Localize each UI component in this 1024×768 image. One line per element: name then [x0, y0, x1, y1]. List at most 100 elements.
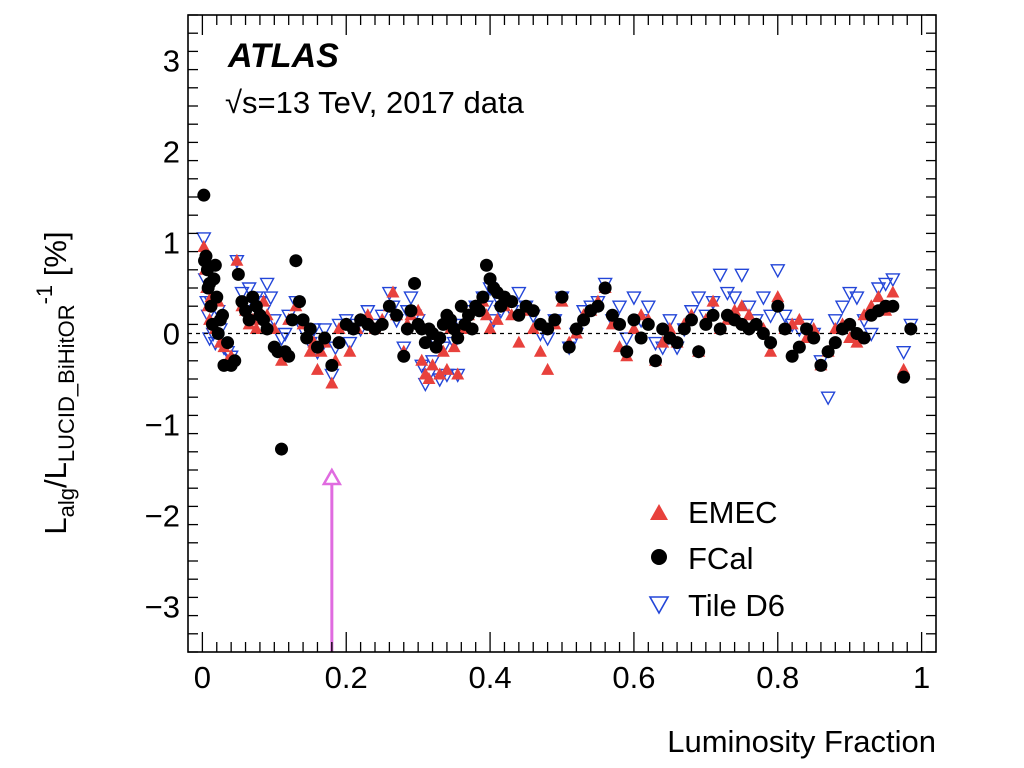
fcal-point — [228, 354, 242, 368]
tile-d6-point — [403, 291, 419, 306]
emec-point — [843, 331, 857, 344]
fcal-point — [479, 258, 493, 272]
fcal-point — [800, 322, 814, 336]
fcal-point — [197, 188, 211, 202]
legend-item-emec: EMEC — [650, 495, 778, 530]
legend-marker-emec — [650, 504, 668, 520]
emec-point — [275, 353, 288, 366]
tile-d6-point — [895, 346, 912, 361]
legend-item-fcal: FCal — [651, 541, 753, 576]
axis-tick-labels: 0 0.2 0.4 0.6 0.8 1 −3 −2 −1 0 1 2 3 — [145, 44, 931, 696]
fcal-point — [814, 358, 828, 372]
fcal-point — [555, 290, 569, 304]
fcal-point — [541, 322, 555, 336]
y-tick-label: 2 — [163, 135, 180, 170]
series-fcal — [197, 188, 918, 456]
fcal-point — [634, 331, 648, 345]
tile-d6-point — [877, 277, 894, 292]
emec-point — [512, 335, 526, 348]
legend-label-fcal: FCal — [688, 541, 753, 576]
tile-d6-point — [827, 314, 843, 329]
arrow-marker — [321, 467, 343, 652]
fcal-point — [577, 313, 591, 327]
tile-d6-point — [849, 291, 865, 306]
fcal-point — [684, 313, 698, 327]
fcal-point — [569, 322, 583, 336]
fcal-point — [613, 317, 627, 331]
fcal-point — [713, 322, 727, 336]
fcal-point — [591, 299, 605, 313]
tile-d6-point — [234, 286, 250, 302]
fcal-point — [756, 327, 770, 340]
fcal-point — [408, 276, 422, 290]
y-tick-label: −3 — [145, 590, 180, 625]
tile-d6-point — [662, 314, 678, 329]
legend-label-tile-d6: Tile D6 — [688, 588, 785, 623]
emec-point — [479, 308, 493, 321]
legend-marker-tile-d6 — [648, 596, 670, 615]
tile-d6-point — [626, 291, 642, 306]
emec-point — [526, 321, 540, 334]
fcal-point — [472, 304, 486, 318]
tile-d6-point — [619, 332, 635, 347]
y-tick-label: 0 — [163, 317, 180, 352]
fcal-point — [641, 317, 655, 331]
y-tick-label: 3 — [163, 44, 180, 79]
emec-point — [886, 285, 900, 298]
tile-d6-point — [241, 282, 257, 297]
fcal-point — [375, 317, 389, 331]
fcal-point — [382, 299, 396, 313]
emec-point — [197, 240, 211, 253]
fcal-point — [390, 308, 404, 322]
fcal-point — [325, 358, 339, 372]
tile-d6-point — [755, 291, 772, 306]
emec-point — [249, 321, 263, 334]
tile-d6-point — [374, 309, 390, 324]
legend-label-emec: EMEC — [688, 495, 778, 530]
y-tick-label: 1 — [163, 226, 180, 261]
fcal-point — [282, 349, 296, 363]
arrow-head — [321, 467, 343, 486]
emec-point — [483, 321, 497, 334]
emec-point — [343, 344, 357, 357]
x-tick-label: 0.2 — [325, 660, 368, 695]
tile-d6-point — [762, 309, 779, 324]
fcal-point — [706, 308, 720, 322]
fcal-point — [231, 267, 245, 281]
y-label-sub2: LUCID_BiHitOR — [54, 304, 79, 462]
emec-point — [325, 376, 339, 389]
fcal-point — [857, 331, 871, 345]
fcal-point — [526, 304, 540, 318]
fcal-point — [699, 317, 713, 331]
emec-point — [742, 308, 756, 321]
fcal-point — [285, 313, 299, 327]
fcal-point — [512, 308, 526, 322]
fcal-point — [649, 354, 662, 368]
emec-point — [310, 362, 324, 375]
emec-point — [627, 321, 641, 334]
emec-point — [706, 294, 720, 307]
emec-point — [303, 344, 317, 357]
fcal-point — [620, 345, 634, 359]
emec-point — [422, 372, 436, 384]
fcal-point — [843, 317, 857, 331]
emec-point — [440, 362, 454, 375]
subtitle-text: s=13 TeV, 2017 data — [242, 85, 525, 120]
fcal-point — [764, 336, 778, 350]
tile-d6-point — [611, 300, 628, 315]
tile-d6-point — [511, 286, 527, 302]
fcal-point — [242, 313, 256, 327]
tile-d6-point — [885, 273, 901, 288]
sqrt-symbol: √ — [225, 85, 242, 120]
tile-d6-point — [360, 305, 376, 320]
fcal-point — [785, 349, 799, 363]
fcal-point — [821, 345, 835, 359]
fcal-point — [505, 295, 519, 309]
fcal-point — [886, 299, 900, 313]
emec-point — [426, 358, 440, 371]
legend-item-tile-d6: Tile D6 — [648, 588, 785, 623]
y-label-sup: -1 — [32, 285, 57, 305]
x-tick-label: 1 — [913, 660, 930, 695]
tile-d6-point — [870, 282, 887, 297]
y-axis-label: Lalg/LLUCID_BiHitOR-1 [%] — [32, 231, 79, 534]
